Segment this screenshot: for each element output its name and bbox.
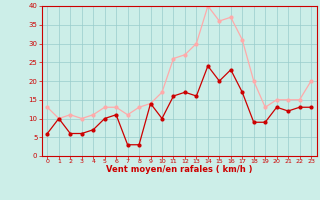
- X-axis label: Vent moyen/en rafales ( km/h ): Vent moyen/en rafales ( km/h ): [106, 165, 252, 174]
